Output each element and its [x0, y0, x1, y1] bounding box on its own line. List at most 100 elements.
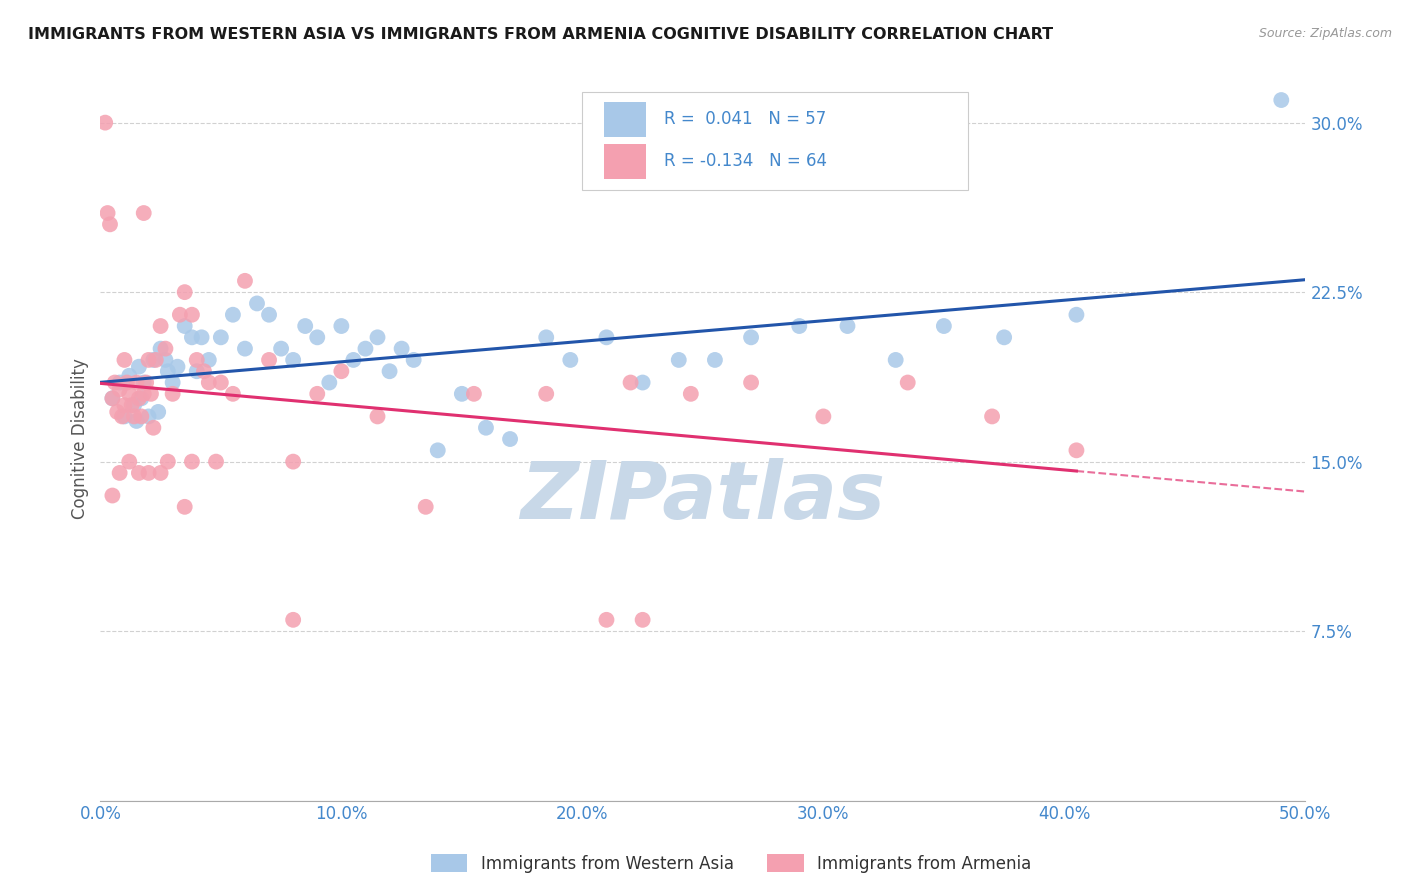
Point	[740, 330, 762, 344]
Point	[307, 330, 329, 344]
Point	[257, 308, 280, 322]
Point	[354, 342, 377, 356]
Point	[198, 376, 221, 390]
Point	[118, 387, 141, 401]
Point	[104, 376, 127, 390]
Point	[122, 398, 145, 412]
Point	[318, 376, 340, 390]
Point	[131, 392, 153, 406]
Point	[131, 409, 153, 424]
Point	[283, 455, 305, 469]
Point	[125, 414, 148, 428]
Point	[125, 376, 148, 390]
Point	[1270, 93, 1292, 107]
Point	[378, 364, 401, 378]
Point	[101, 392, 124, 406]
Legend: Immigrants from Western Asia, Immigrants from Armenia: Immigrants from Western Asia, Immigrants…	[425, 847, 1038, 880]
Point	[415, 500, 437, 514]
Point	[209, 330, 232, 344]
Point	[101, 489, 124, 503]
Point	[145, 353, 167, 368]
Point	[121, 398, 143, 412]
Point	[181, 308, 204, 322]
Point	[142, 353, 165, 368]
Point	[246, 296, 269, 310]
Point	[1066, 443, 1088, 458]
Point	[209, 376, 232, 390]
Point	[108, 382, 131, 396]
Point	[342, 353, 364, 368]
Point	[114, 409, 136, 424]
Point	[193, 364, 215, 378]
Point	[114, 398, 136, 412]
Text: R = -0.134   N = 64: R = -0.134 N = 64	[664, 153, 827, 170]
Point	[595, 330, 617, 344]
Point	[426, 443, 449, 458]
Point	[270, 342, 292, 356]
Point	[837, 319, 859, 334]
Point	[115, 376, 138, 390]
Point	[222, 387, 245, 401]
Point	[181, 330, 204, 344]
Point	[155, 342, 177, 356]
Point	[169, 308, 191, 322]
Text: Source: ZipAtlas.com: Source: ZipAtlas.com	[1258, 27, 1392, 40]
Point	[294, 319, 316, 334]
Point	[307, 387, 329, 401]
Point	[173, 500, 195, 514]
Point	[1066, 308, 1088, 322]
Point	[560, 353, 582, 368]
Point	[679, 387, 702, 401]
Point	[132, 376, 155, 390]
Point	[118, 368, 141, 383]
Point	[257, 353, 280, 368]
Point	[391, 342, 413, 356]
Point	[128, 466, 150, 480]
Point	[155, 353, 177, 368]
Point	[198, 353, 221, 368]
Point	[205, 455, 228, 469]
Point	[534, 387, 557, 401]
Point	[813, 409, 835, 424]
Text: R =  0.041   N = 57: R = 0.041 N = 57	[664, 111, 827, 128]
Point	[463, 387, 485, 401]
Point	[619, 376, 641, 390]
Point	[166, 359, 188, 374]
Point	[450, 387, 472, 401]
Point	[233, 342, 256, 356]
Point	[330, 319, 353, 334]
Point	[108, 466, 131, 480]
Point	[156, 455, 179, 469]
Point	[118, 455, 141, 469]
Text: ZIPatlas: ZIPatlas	[520, 458, 886, 536]
Point	[668, 353, 690, 368]
Point	[283, 613, 305, 627]
Point	[181, 455, 204, 469]
Point	[111, 409, 134, 424]
Point	[981, 409, 1004, 424]
Point	[475, 421, 498, 435]
Point	[98, 217, 121, 231]
Point	[138, 409, 160, 424]
Point	[402, 353, 425, 368]
Point	[156, 364, 179, 378]
Point	[142, 421, 165, 435]
Point	[132, 206, 155, 220]
Point	[122, 409, 145, 424]
Point	[740, 376, 762, 390]
Point	[128, 392, 150, 406]
Point	[139, 387, 162, 401]
Point	[114, 353, 136, 368]
Point	[932, 319, 955, 334]
Point	[787, 319, 810, 334]
Point	[897, 376, 920, 390]
Point	[186, 353, 208, 368]
Point	[173, 319, 195, 334]
Point	[148, 405, 170, 419]
Point	[135, 376, 157, 390]
Point	[108, 376, 131, 390]
Point	[101, 392, 124, 406]
Point	[94, 115, 117, 129]
Point	[162, 376, 184, 390]
Point	[128, 359, 150, 374]
